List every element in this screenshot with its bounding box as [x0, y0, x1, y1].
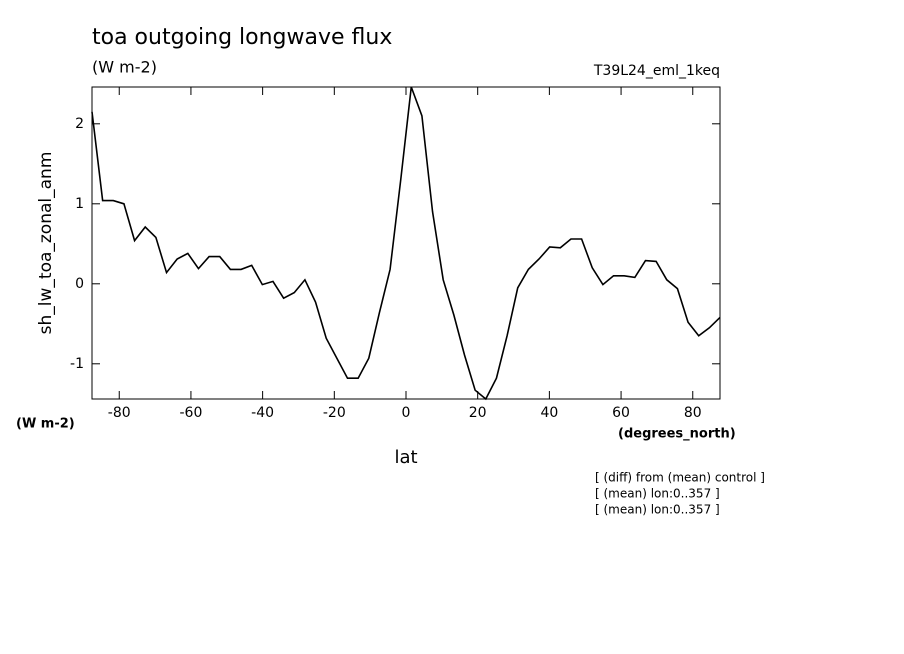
chart-subtitle: (W m-2): [92, 58, 157, 77]
note: [ (mean) lon:0..357 ]: [595, 503, 720, 517]
x-tick-label: -20: [323, 405, 346, 421]
note: [ (mean) lon:0..357 ]: [595, 487, 720, 501]
y-tick-label: 1: [75, 196, 84, 212]
y-tick-label: 0: [75, 276, 84, 292]
y-tick-label: -1: [70, 356, 84, 372]
x-tick-label: -40: [251, 405, 274, 421]
x-units: (degrees_north): [618, 427, 736, 442]
x-tick-label: -80: [108, 405, 131, 421]
experiment-label: T39L24_eml_1keq: [593, 63, 720, 79]
x-tick-label: -60: [179, 405, 202, 421]
y-axis-label: sh_lw_toa_zonal_anm: [36, 152, 56, 335]
note: [ (diff) from (mean) control ]: [595, 471, 765, 485]
x-tick-label: 80: [684, 405, 702, 421]
chart-title: toa outgoing longwave flux: [92, 25, 392, 50]
y-units: (W m-2): [16, 417, 75, 432]
x-tick-label: 60: [612, 405, 630, 421]
x-tick-label: 0: [402, 405, 411, 421]
data-line: [91, 86, 721, 401]
y-tick-label: 2: [75, 116, 84, 132]
x-tick-label: 20: [469, 405, 487, 421]
x-tick-label: 40: [540, 405, 558, 421]
x-axis-label: lat: [394, 447, 417, 468]
